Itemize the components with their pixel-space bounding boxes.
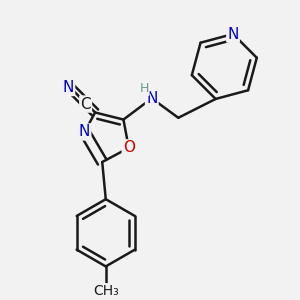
Text: H: H xyxy=(139,82,149,95)
Text: N: N xyxy=(63,80,74,95)
Text: O: O xyxy=(123,140,135,155)
Text: N: N xyxy=(146,91,158,106)
Text: N: N xyxy=(227,26,239,41)
Text: N: N xyxy=(79,124,90,140)
Text: C: C xyxy=(80,97,91,112)
Text: CH₃: CH₃ xyxy=(93,284,118,298)
